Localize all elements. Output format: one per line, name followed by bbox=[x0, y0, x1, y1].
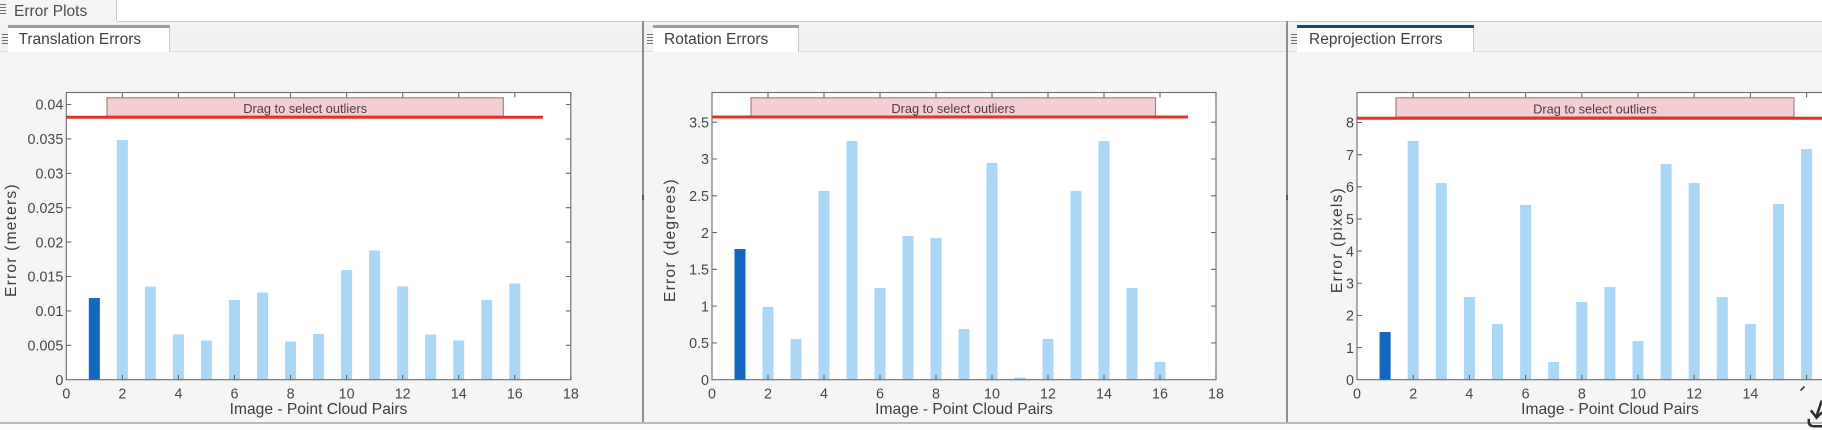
svg-text:0.04: 0.04 bbox=[35, 98, 63, 114]
svg-text:Error (meters): Error (meters) bbox=[3, 183, 20, 297]
svg-text:4: 4 bbox=[174, 386, 182, 402]
svg-text:12: 12 bbox=[1686, 386, 1702, 402]
svg-text:14: 14 bbox=[1096, 386, 1112, 402]
svg-text:2: 2 bbox=[1346, 309, 1354, 325]
svg-text:0.5: 0.5 bbox=[689, 336, 709, 352]
svg-text:Error (degrees): Error (degrees) bbox=[662, 178, 679, 302]
svg-text:Error (pixels): Error (pixels) bbox=[1329, 187, 1346, 293]
svg-text:6: 6 bbox=[1522, 386, 1530, 402]
svg-text:8: 8 bbox=[287, 386, 295, 402]
svg-text:Image - Point Cloud Pairs: Image - Point Cloud Pairs bbox=[1521, 401, 1699, 418]
svg-text:0.015: 0.015 bbox=[28, 270, 64, 286]
svg-text:12: 12 bbox=[1040, 386, 1056, 402]
svg-text:Drag to select outliers: Drag to select outliers bbox=[1533, 102, 1657, 117]
svg-text:6: 6 bbox=[231, 386, 239, 402]
svg-text:3: 3 bbox=[701, 152, 709, 168]
svg-text:8: 8 bbox=[932, 386, 940, 402]
svg-text:16: 16 bbox=[507, 386, 523, 402]
svg-text:10: 10 bbox=[984, 386, 1000, 402]
svg-text:1.5: 1.5 bbox=[689, 263, 709, 279]
svg-text:6: 6 bbox=[876, 386, 884, 402]
svg-text:2: 2 bbox=[764, 386, 772, 402]
svg-text:8: 8 bbox=[1578, 386, 1586, 402]
svg-text:0: 0 bbox=[1346, 373, 1354, 389]
svg-text:10: 10 bbox=[1630, 386, 1646, 402]
svg-text:Drag to select outliers: Drag to select outliers bbox=[891, 101, 1015, 116]
svg-text:4: 4 bbox=[820, 386, 828, 402]
svg-text:16: 16 bbox=[1152, 386, 1168, 402]
svg-text:0: 0 bbox=[701, 373, 709, 389]
svg-text:0.025: 0.025 bbox=[28, 201, 64, 217]
svg-text:4: 4 bbox=[1346, 244, 1354, 260]
svg-text:0: 0 bbox=[62, 386, 70, 402]
svg-text:1: 1 bbox=[1346, 341, 1354, 357]
svg-text:14: 14 bbox=[1742, 386, 1758, 402]
svg-text:Drag to select outliers: Drag to select outliers bbox=[243, 101, 367, 116]
svg-text:0.005: 0.005 bbox=[28, 339, 64, 355]
svg-text:0: 0 bbox=[55, 373, 63, 389]
svg-text:2.5: 2.5 bbox=[689, 189, 709, 205]
svg-text:0.01: 0.01 bbox=[35, 304, 63, 320]
svg-text:3.5: 3.5 bbox=[689, 115, 709, 131]
svg-text:4: 4 bbox=[1465, 386, 1473, 402]
svg-text:0.02: 0.02 bbox=[35, 235, 63, 251]
svg-text:5: 5 bbox=[1346, 212, 1354, 228]
svg-text:Image - Point Cloud Pairs: Image - Point Cloud Pairs bbox=[875, 401, 1053, 418]
svg-text:3: 3 bbox=[1346, 276, 1354, 292]
svg-text:18: 18 bbox=[1208, 386, 1224, 402]
svg-text:18: 18 bbox=[563, 386, 579, 402]
svg-text:0.03: 0.03 bbox=[35, 167, 63, 183]
svg-text:6: 6 bbox=[1346, 180, 1354, 196]
svg-text:2: 2 bbox=[118, 386, 126, 402]
svg-text:0: 0 bbox=[708, 386, 716, 402]
svg-text:2: 2 bbox=[701, 226, 709, 242]
svg-text:Image - Point Cloud Pairs: Image - Point Cloud Pairs bbox=[230, 401, 408, 418]
svg-text:2: 2 bbox=[1409, 386, 1417, 402]
svg-text:14: 14 bbox=[451, 386, 467, 402]
svg-text:12: 12 bbox=[395, 386, 411, 402]
svg-text:0.035: 0.035 bbox=[28, 132, 64, 148]
svg-text:1: 1 bbox=[701, 299, 709, 315]
svg-text:0: 0 bbox=[1353, 386, 1361, 402]
svg-text:7: 7 bbox=[1346, 148, 1354, 164]
svg-text:10: 10 bbox=[339, 386, 355, 402]
svg-text:8: 8 bbox=[1346, 116, 1354, 132]
